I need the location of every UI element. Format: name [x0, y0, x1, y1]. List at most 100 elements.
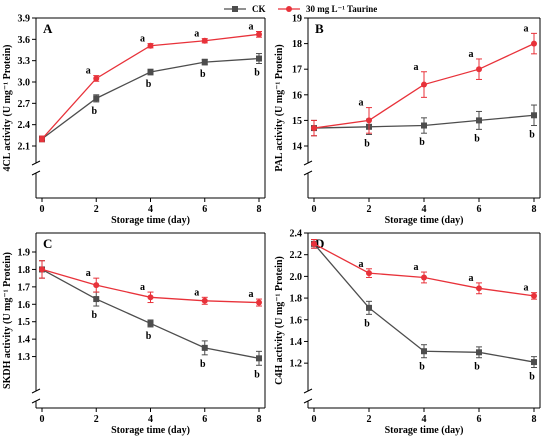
x-tick-label: 2	[94, 204, 99, 215]
y-tick-label: 2.7	[18, 99, 31, 110]
data-point	[366, 117, 372, 124]
panel-label: D	[315, 236, 324, 251]
significance-label: a	[140, 34, 145, 45]
data-point	[476, 285, 482, 292]
significance-label: a	[524, 283, 529, 294]
panel-c: 1.3 1.4 1.5 1.6 1.7 1.8 1.9 0 2 4 6 8 Storage time (…	[2, 232, 266, 436]
x-tick-label: 6	[477, 414, 482, 425]
panel-a: 2.1 2.4 2.7 3.0 3.3 3.6 3.9 0 2 4 6 8 Storage time (…	[2, 14, 266, 226]
x-tick-label: 0	[40, 414, 45, 425]
panel-label: C	[43, 236, 52, 251]
series-line	[41, 268, 260, 359]
legend: CK 30 mg L⁻¹ Taurine	[224, 4, 377, 14]
significance-label: b	[91, 310, 97, 321]
y-tick-label: 18	[292, 39, 302, 50]
legend-taurine-label: 30 mg L⁻¹ Taurine	[306, 4, 377, 14]
data-point	[93, 282, 100, 289]
data-point	[201, 59, 208, 66]
significance-label: a	[249, 22, 254, 33]
x-tick-label: 2	[367, 204, 372, 215]
significance-label: b	[254, 68, 260, 79]
y-tick-label: 1.4	[290, 337, 303, 348]
data-point	[476, 117, 482, 124]
significance-label: b	[529, 371, 535, 382]
y-tick-label: 17	[292, 65, 302, 76]
x-axis-label: Storage time (day)	[111, 215, 190, 226]
legend-ck-marker	[232, 6, 238, 12]
data-point	[476, 66, 482, 73]
y-axis-label: C4H activity (U mg⁻¹ Protein)	[274, 256, 285, 385]
significance-label: b	[364, 318, 370, 329]
x-tick-label: 4	[422, 204, 427, 215]
x-tick-label: 8	[532, 414, 537, 425]
x-tick-label: 8	[257, 414, 262, 425]
x-tick-label: 0	[312, 204, 317, 215]
data-point	[39, 135, 45, 142]
significance-label: b	[146, 331, 152, 342]
significance-label: a	[86, 268, 91, 279]
y-axis-label: PAL activity (U mg⁻¹ Protein)	[274, 44, 285, 171]
panel-label: B	[315, 21, 324, 36]
panel-d: 1.2 1.4 1.6 1.8 2.0 2.2 2.4 0 2 4 6 8 Storage time (…	[274, 229, 541, 436]
y-tick-label: 1.8	[18, 265, 31, 276]
data-point	[421, 122, 427, 129]
x-axis-label: Storage time (day)	[385, 215, 464, 226]
y-tick-label: 15	[292, 116, 302, 127]
x-tick-label: 4	[148, 204, 153, 215]
data-point	[421, 274, 427, 281]
x-tick-label: 8	[257, 204, 262, 215]
x-tick-label: 4	[148, 414, 153, 425]
x-tick-label: 0	[312, 414, 317, 425]
x-axis-label: Storage time (day)	[385, 425, 464, 436]
x-tick-label: 6	[477, 204, 482, 215]
y-tick-label: 1.3	[18, 352, 31, 363]
axis-break-mark	[303, 170, 313, 176]
data-point	[531, 112, 537, 119]
data-point	[366, 270, 372, 277]
data-point	[531, 40, 537, 47]
significance-label: a	[194, 29, 199, 40]
x-tick-label: 2	[367, 414, 372, 425]
y-tick-label: 1.2	[290, 359, 303, 370]
y-tick-label: 16	[292, 90, 302, 101]
data-point	[201, 344, 208, 351]
data-point	[256, 31, 262, 38]
significance-label: a	[524, 23, 529, 34]
x-axis-label: Storage time (day)	[111, 425, 190, 436]
data-point	[93, 296, 100, 303]
y-tick-label: 2.4	[18, 120, 31, 131]
axis-break-mark	[31, 160, 41, 166]
panel-b: 14 15 16 17 18 19 0 2 4 6 8 Storage time (day) PAL a…	[274, 14, 541, 226]
x-tick-label: 6	[202, 414, 207, 425]
x-tick-label: 0	[40, 204, 45, 215]
axis-break-mark	[303, 388, 313, 394]
significance-label: b	[474, 133, 480, 144]
y-tick-label: 14	[292, 142, 302, 153]
x-tick-label: 8	[532, 204, 537, 215]
data-point	[421, 348, 427, 355]
y-tick-label: 2.0	[290, 272, 303, 283]
series-taurine: a a a a	[39, 22, 262, 143]
significance-label: b	[364, 138, 370, 149]
significance-label: a	[359, 98, 364, 109]
data-point	[256, 299, 262, 306]
significance-label: b	[419, 362, 425, 373]
data-point	[256, 355, 262, 362]
legend-ck-label: CK	[252, 4, 266, 14]
data-point	[256, 55, 262, 62]
significance-label: b	[200, 359, 206, 370]
data-point	[311, 125, 317, 132]
y-tick-label: 1.6	[290, 315, 303, 326]
y-tick-label: 3.0	[18, 78, 31, 89]
y-tick-label: 1.6	[18, 300, 31, 311]
y-tick-label: 2.1	[18, 142, 31, 153]
x-tick-label: 6	[202, 204, 207, 215]
series-taurine: a a a a	[39, 260, 262, 307]
data-point	[93, 75, 100, 82]
significance-label: b	[200, 69, 206, 80]
data-point	[147, 294, 154, 301]
x-tick-label: 4	[422, 414, 427, 425]
data-point	[39, 266, 45, 273]
data-point	[93, 95, 100, 102]
